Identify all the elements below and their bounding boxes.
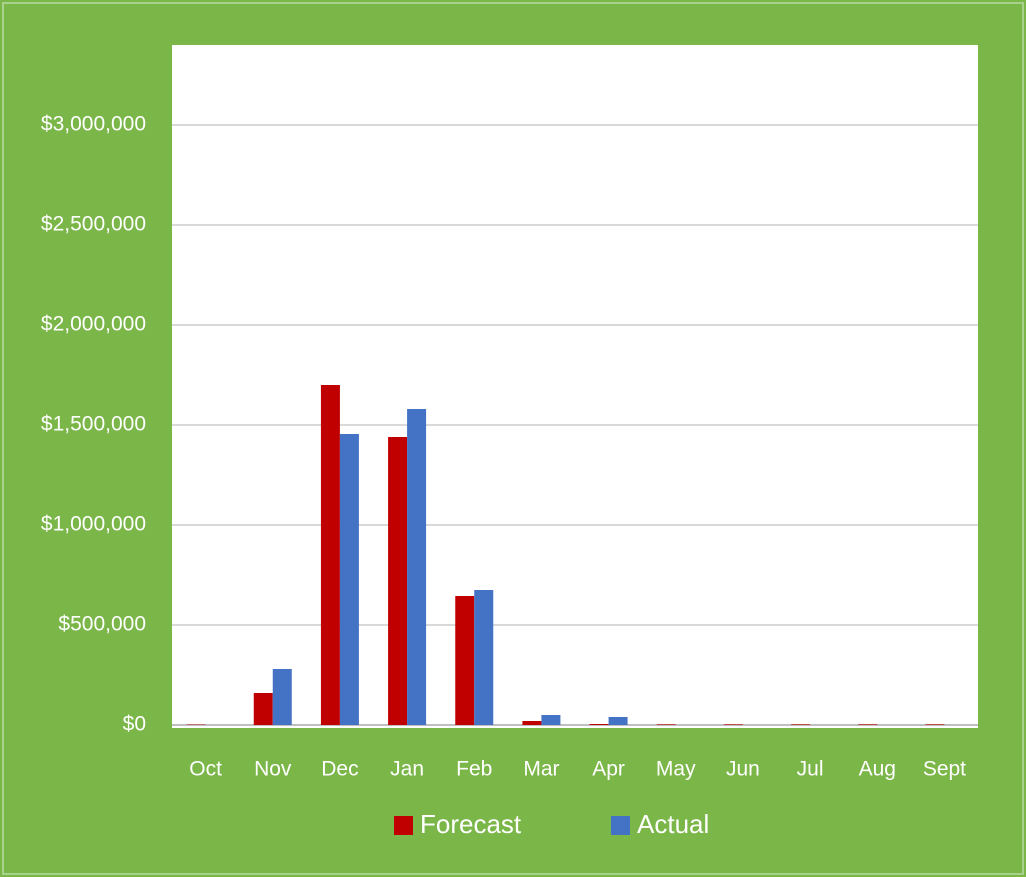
x-tick-label: Jan <box>390 758 424 781</box>
bar <box>541 715 561 725</box>
bar <box>320 385 340 725</box>
y-tick-label: $2,500,000 <box>41 213 146 236</box>
x-tick-label: Nov <box>254 758 292 781</box>
bar <box>272 669 292 725</box>
x-tick-label: Jul <box>797 758 824 781</box>
bar <box>455 596 475 725</box>
bar <box>253 693 273 725</box>
bar <box>791 724 811 725</box>
bar <box>723 724 743 725</box>
y-tick-label: $500,000 <box>58 613 146 636</box>
bar <box>474 590 494 725</box>
y-tick-label: $0 <box>123 713 146 736</box>
bar <box>388 437 408 725</box>
x-tick-label: Aug <box>859 758 896 781</box>
x-tick-label: Mar <box>523 758 559 781</box>
bar <box>858 724 878 725</box>
bar <box>339 434 359 725</box>
legend-label: Forecast <box>420 809 522 839</box>
bar <box>522 721 542 725</box>
y-tick-label: $2,000,000 <box>41 313 146 336</box>
bar <box>925 724 945 725</box>
legend-label: Actual <box>637 809 709 839</box>
x-tick-label: Jun <box>726 758 760 781</box>
bar <box>589 724 609 725</box>
y-tick-label: $3,000,000 <box>41 113 146 136</box>
plot-area <box>172 45 978 728</box>
bar <box>608 717 628 725</box>
x-tick-label: Dec <box>321 758 358 781</box>
legend-swatch <box>394 816 413 835</box>
x-tick-label: Apr <box>592 758 625 781</box>
bar <box>656 724 676 725</box>
y-tick-label: $1,500,000 <box>41 413 146 436</box>
legend-swatch <box>611 816 630 835</box>
y-tick-label: $1,000,000 <box>41 513 146 536</box>
bar <box>407 409 427 725</box>
x-tick-label: Sept <box>923 758 966 781</box>
x-tick-label: May <box>656 758 696 781</box>
x-tick-label: Feb <box>456 758 492 781</box>
x-tick-label: Oct <box>189 758 222 781</box>
